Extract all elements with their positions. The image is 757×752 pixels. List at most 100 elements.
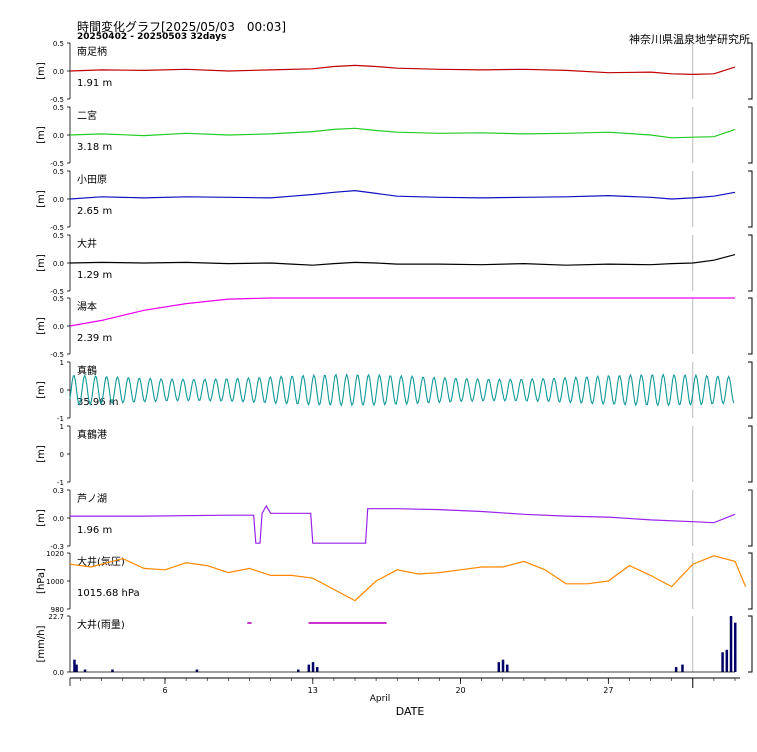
station-name-label: 小田原	[77, 174, 107, 186]
panel-bracket-right	[748, 234, 753, 292]
rain-bar	[681, 664, 684, 672]
y-tick-label: -1	[57, 415, 64, 423]
y-tick-label: 1020	[46, 550, 64, 558]
series-line	[69, 127, 736, 139]
x-axis-title: DATE	[396, 705, 425, 718]
panel-bracket-right	[748, 170, 753, 228]
series-line	[69, 64, 736, 76]
y-tick-label: 0.0	[53, 323, 64, 331]
y-unit-label: [m]	[36, 509, 47, 527]
rain-bar	[73, 659, 76, 672]
rain-bar	[497, 662, 501, 672]
y-tick-label: -1	[57, 479, 64, 487]
rain-bar	[721, 652, 724, 672]
y-tick-label: 0.0	[53, 68, 64, 76]
y-unit-label: [m]	[36, 190, 47, 208]
y-tick-label: 0.5	[53, 40, 64, 48]
rain-bar	[195, 669, 199, 672]
panel-bracket-right	[748, 361, 753, 419]
y-tick-label: 0.0	[53, 515, 64, 523]
y-tick-label: -0.5	[50, 160, 64, 168]
panel-bracket-right	[748, 489, 753, 547]
station-value-label: 2.39 m	[77, 333, 112, 344]
station-name-label: 芦ノ湖	[77, 493, 107, 505]
rain-bar	[674, 667, 678, 672]
chart-subtitle: 20250402 - 20250503 32days	[77, 32, 227, 42]
x-tick-label: 20	[455, 686, 465, 695]
station-value-label: 35.96 m	[77, 397, 119, 408]
rain-bar	[725, 649, 729, 672]
x-month-label: April	[370, 694, 391, 704]
tide-series-line	[69, 373, 735, 407]
station-value-label: 2.65 m	[77, 206, 112, 217]
series-line	[69, 555, 747, 602]
y-unit-label: [m]	[36, 126, 47, 144]
y-unit-label: [m]	[36, 254, 47, 272]
station-name-label: 大井(気圧)	[77, 555, 125, 568]
y-tick-label: 0.3	[53, 487, 64, 495]
station-value-label: 1015.68 hPa	[77, 588, 140, 599]
rain-bar	[75, 664, 78, 672]
rain-bar	[83, 669, 87, 672]
station-name-label: 南足柄	[77, 45, 107, 58]
y-tick-label: -0.5	[50, 351, 64, 359]
panel-bracket-right	[748, 552, 753, 610]
panel-bracket-right	[748, 425, 753, 483]
y-tick-label: 0.5	[53, 104, 64, 112]
station-name-label: 湯本	[77, 300, 97, 313]
y-tick-label: 22.7	[48, 613, 64, 621]
organization-label: 神奈川県温泉地学研究所	[629, 33, 750, 46]
y-tick-label: -0.5	[50, 224, 64, 232]
station-name-label: 二宮	[77, 109, 97, 122]
y-tick-label: 0.0	[53, 196, 64, 204]
y-tick-label: 0	[60, 451, 64, 459]
station-value-label: 3.18 m	[77, 142, 112, 153]
y-tick-label: 980	[51, 606, 64, 614]
y-tick-label: 1	[60, 423, 64, 431]
series-line	[69, 254, 736, 266]
station-value-label: 1.29 m	[77, 270, 112, 281]
x-tick-label: 6	[162, 686, 167, 695]
y-tick-label: 0.0	[53, 132, 64, 140]
rain-bar	[734, 622, 737, 672]
panel-bracket-right	[748, 297, 753, 355]
y-tick-label: 0.5	[53, 232, 64, 240]
y-tick-label: 1	[60, 359, 64, 367]
y-unit-label: [m]	[36, 445, 47, 463]
y-tick-label: 0	[60, 387, 64, 395]
y-unit-label: [hPa]	[36, 568, 47, 594]
x-tick-label: 27	[603, 686, 613, 695]
chart-title: 時間変化グラフ[2025/05/03 00:03]	[77, 20, 287, 34]
rain-bar	[111, 669, 114, 672]
y-tick-label: 1000	[46, 578, 64, 586]
rain-bar	[506, 664, 509, 672]
station-name-label: 大井(雨量)	[77, 618, 125, 631]
panel-bracket-right	[748, 106, 753, 164]
y-tick-label: -0.5	[50, 96, 64, 104]
rain-bar	[501, 659, 505, 672]
y-unit-label: [m]	[36, 317, 47, 335]
x-tick-label: 13	[308, 686, 318, 695]
series-line	[69, 189, 736, 200]
rain-bar	[307, 664, 311, 672]
y-tick-label: 0.0	[53, 669, 64, 677]
y-unit-label: [mm/h]	[36, 625, 47, 662]
station-name-label: 大井	[77, 237, 97, 250]
station-value-label: 1.91 m	[77, 78, 112, 89]
y-tick-label: 0.5	[53, 168, 64, 176]
series-line	[70, 504, 736, 544]
y-tick-label: -0.3	[50, 543, 64, 551]
station-value-label: 1.96 m	[77, 525, 112, 536]
rain-bar	[311, 662, 315, 672]
y-unit-label: [m]	[36, 381, 47, 399]
station-name-label: 真鶴港	[77, 428, 107, 441]
rain-bar	[297, 669, 300, 672]
panel-bracket-right	[748, 615, 753, 673]
y-tick-label: 0.5	[53, 295, 64, 303]
rain-bar	[316, 667, 319, 672]
y-tick-label: -0.5	[50, 288, 64, 296]
rain-bar	[729, 616, 733, 672]
series-line	[69, 297, 735, 327]
panel-bracket-right	[748, 42, 753, 100]
